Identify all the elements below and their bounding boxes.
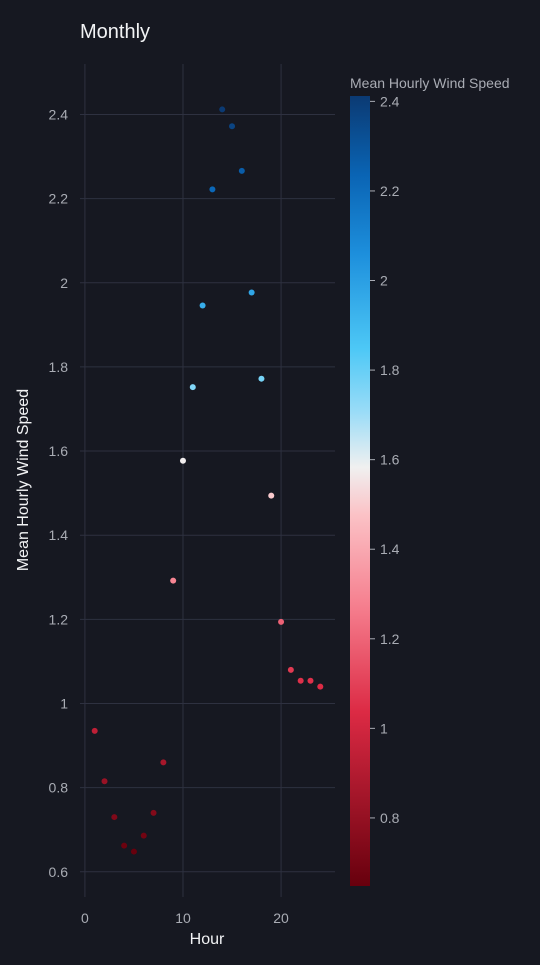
data-point [140, 832, 147, 839]
colorbar-tick-label: 1.2 [380, 631, 400, 647]
data-point [258, 375, 265, 382]
y-tick-label: 1.4 [49, 527, 69, 543]
colorbar-tick-label: 1 [380, 720, 388, 736]
y-tick-label: 1.6 [49, 443, 69, 459]
y-tick-label: 2.2 [49, 191, 69, 207]
y-tick-label: 1.2 [49, 611, 69, 627]
colorbar-tick-label: 1.4 [380, 541, 400, 557]
data-point [170, 577, 177, 584]
chart-title: Monthly [80, 21, 150, 43]
data-point [219, 106, 226, 113]
x-tick-label: 0 [81, 910, 89, 926]
colorbar-tick-label: 0.8 [380, 810, 400, 826]
y-tick-label: 0.8 [49, 780, 69, 796]
data-point [307, 677, 314, 684]
y-tick-label: 1.8 [49, 359, 69, 375]
x-axis-ticks: 0 10 20 [81, 910, 289, 926]
data-point [297, 677, 304, 684]
colorbar-ticks: 0.8 1 1.2 1.4 1.6 1.8 2 2.2 2.4 [370, 93, 400, 826]
data-point [189, 384, 196, 391]
y-tick-label: 2.4 [49, 106, 69, 122]
data-point [278, 618, 285, 625]
data-point [229, 123, 236, 130]
data-point [150, 809, 157, 816]
data-point [121, 842, 128, 849]
data-point [91, 727, 98, 734]
colorbar [350, 96, 370, 886]
data-point [111, 814, 118, 821]
data-point [160, 759, 167, 766]
data-point [268, 492, 275, 499]
data-point [287, 666, 294, 673]
colorbar-title: Mean Hourly Wind Speed [350, 75, 510, 91]
colorbar-tick-label: 2.2 [380, 183, 400, 199]
colorbar-tick-label: 1.8 [380, 362, 400, 378]
data-point [179, 457, 186, 464]
data-point [238, 167, 245, 174]
colorbar-tick-label: 1.6 [380, 452, 400, 468]
x-axis-label: Hour [190, 931, 225, 948]
y-axis-label: Mean Hourly Wind Speed [15, 389, 32, 571]
y-axis-ticks: 0.6 0.8 1 1.2 1.4 1.6 1.8 2 2.2 2.4 [49, 106, 69, 879]
data-point [199, 302, 206, 309]
data-point [317, 683, 324, 690]
x-tick-label: 20 [273, 910, 289, 926]
y-tick-label: 1 [60, 695, 68, 711]
data-point [130, 848, 137, 855]
data-point [209, 186, 216, 193]
colorbar-tick-label: 2.4 [380, 93, 400, 109]
x-tick-label: 10 [175, 910, 191, 926]
gridlines [80, 64, 335, 897]
data-point [101, 778, 108, 785]
colorbar-tick-label: 2 [380, 273, 388, 289]
y-tick-label: 0.6 [49, 864, 69, 880]
data-points [91, 106, 324, 855]
y-tick-label: 2 [60, 275, 68, 291]
data-point [248, 289, 255, 296]
